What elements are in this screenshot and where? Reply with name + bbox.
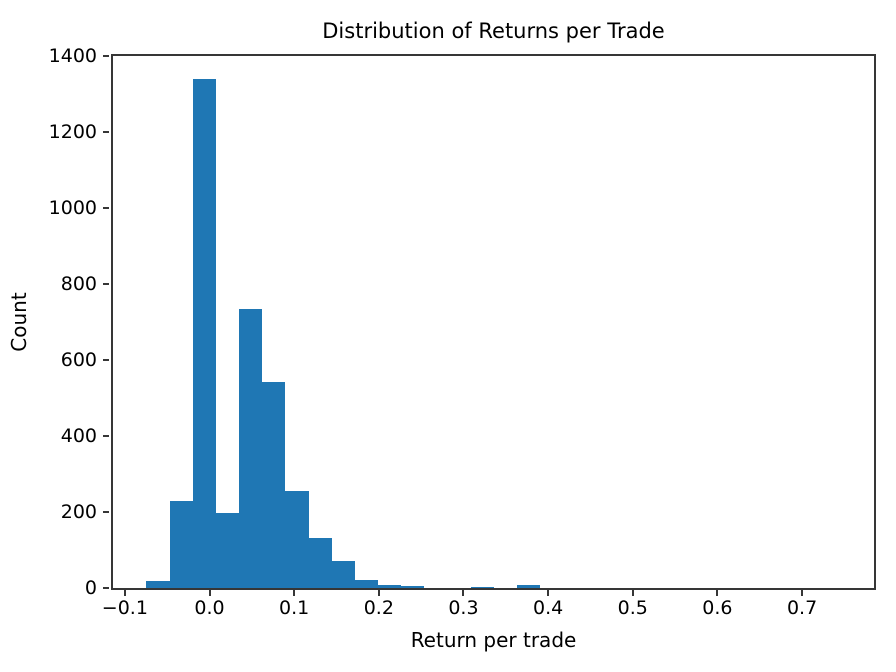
x-axis: −0.1 0.0 0.1 0.2 0.3 0.4 0.5 0.6 0.7: [102, 590, 874, 630]
y-tick: [103, 283, 109, 285]
x-tick-label: 0.0: [194, 597, 225, 619]
y-tick: [103, 359, 109, 361]
y-tick: [103, 207, 109, 209]
histogram-bar: [331, 560, 355, 588]
histogram-bar: [308, 537, 332, 588]
y-axis: 0 200 400 600 800 1000 1200 1400: [0, 47, 111, 598]
y-tick: [103, 55, 109, 57]
y-tick: [103, 131, 109, 133]
histogram-bar: [146, 581, 170, 588]
y-tick: [103, 587, 109, 589]
y-tick-label: 1000: [48, 197, 97, 219]
x-tick-label: 0.5: [617, 597, 648, 619]
x-tick-label: 0.2: [363, 597, 394, 619]
x-tick-label: 0.1: [279, 597, 310, 619]
y-tick-label: 400: [60, 425, 97, 447]
histogram-bar: [401, 586, 425, 588]
x-axis-label: Return per trade: [410, 628, 577, 652]
y-tick-label: 1400: [48, 45, 97, 67]
x-tick: [123, 590, 126, 596]
x-tick-label: 0.7: [786, 597, 818, 619]
x-tick: [716, 590, 719, 596]
plot-area: [111, 54, 876, 590]
x-tick-label: 0.3: [448, 597, 479, 619]
x-tick: [293, 590, 296, 596]
y-tick-label: 200: [60, 501, 97, 523]
histogram-bar: [192, 78, 216, 588]
histogram-bar: [470, 587, 494, 588]
x-tick: [631, 590, 634, 596]
x-tick-label: −0.1: [101, 597, 148, 619]
histogram-bar: [169, 501, 193, 588]
histogram-bar: [262, 382, 286, 588]
chart-title: Distribution of Returns per Trade: [322, 19, 665, 43]
histogram-bar: [378, 584, 402, 588]
y-axis-label: Count: [7, 292, 31, 352]
x-tick: [208, 590, 211, 596]
x-tick: [547, 590, 550, 596]
bars-layer: [113, 56, 874, 588]
x-tick: [801, 590, 804, 596]
y-tick-label: 600: [60, 349, 97, 371]
y-tick-label: 800: [60, 273, 97, 295]
y-tick-label: 0: [84, 577, 97, 599]
histogram-bar: [354, 579, 379, 588]
y-tick-label: 1200: [48, 121, 97, 143]
x-tick: [377, 590, 380, 596]
y-tick: [103, 435, 109, 437]
y-tick: [103, 511, 109, 513]
histogram-bar: [215, 513, 239, 588]
histogram-bar: [517, 585, 541, 588]
x-tick: [462, 590, 465, 596]
histogram-bar: [285, 491, 309, 588]
x-tick-label: 0.6: [702, 597, 733, 619]
histogram-bar: [239, 308, 263, 588]
x-tick-label: 0.4: [532, 597, 564, 619]
